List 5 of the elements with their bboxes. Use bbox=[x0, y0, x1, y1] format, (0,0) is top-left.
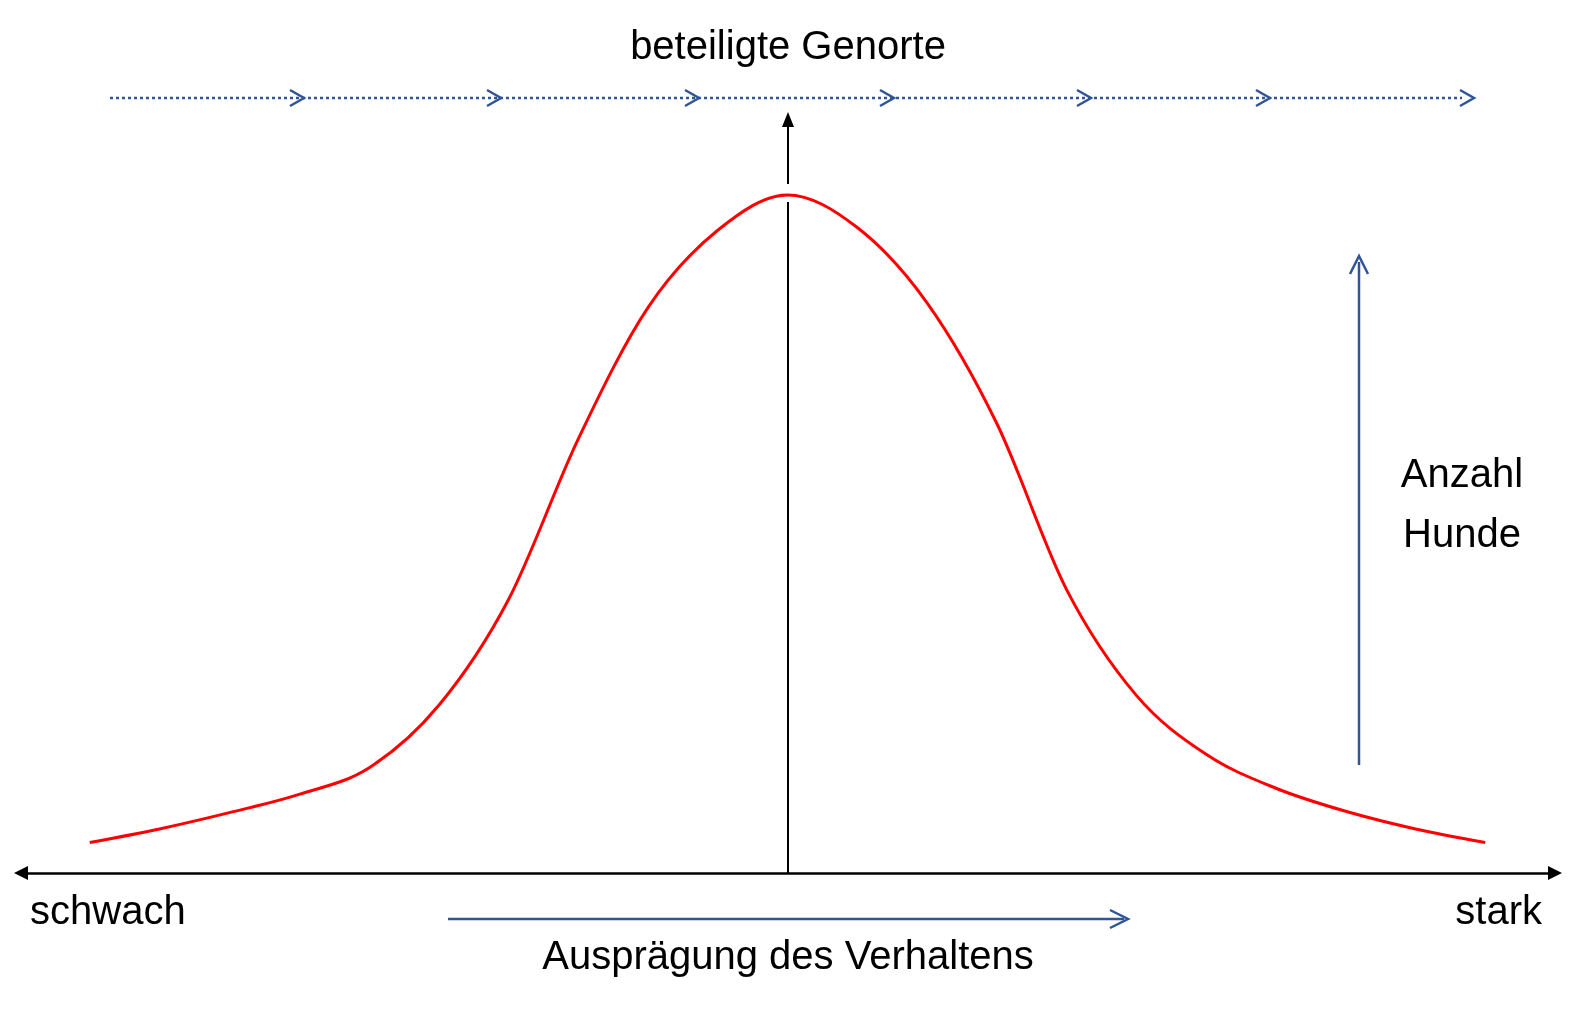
chart-title: beteiligte Genorte bbox=[630, 23, 946, 67]
x-axis-title: Ausprägung des Verhaltens bbox=[542, 933, 1034, 977]
y-axis-title: Anzahl Hunde bbox=[1400, 451, 1524, 555]
text: stark bbox=[1455, 888, 1543, 932]
text: schwach bbox=[30, 888, 186, 932]
